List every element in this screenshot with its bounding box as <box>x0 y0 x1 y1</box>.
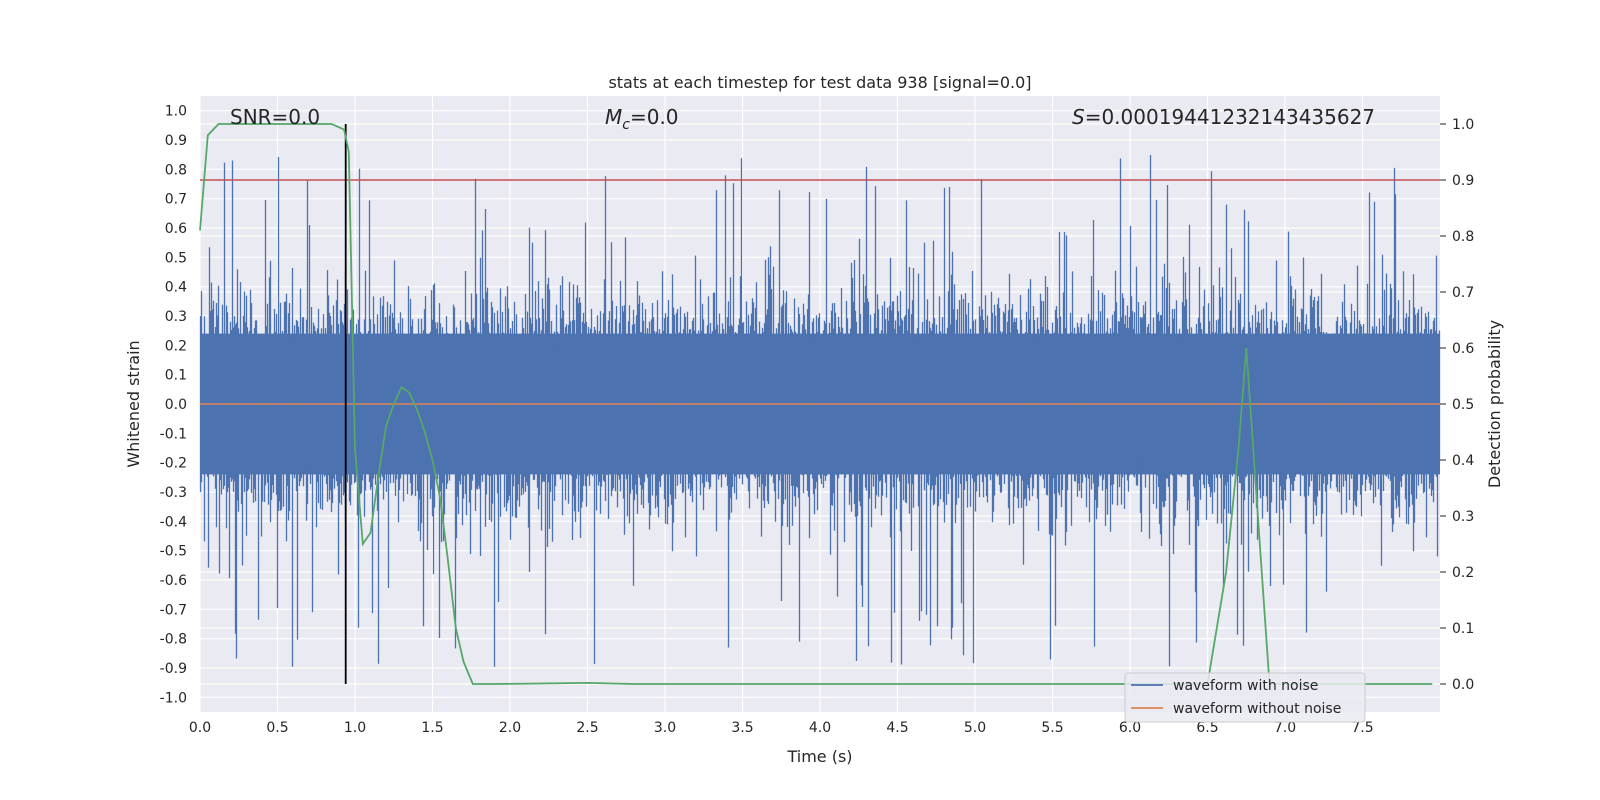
legend-label-noise: waveform with noise <box>1173 678 1318 694</box>
x-tick-label: 3.5 <box>731 720 753 736</box>
s-symbol: S <box>1072 105 1085 129</box>
x-tick-label: 4.5 <box>886 720 908 736</box>
y-right-tick-label: 0.1 <box>1452 621 1474 637</box>
snr-annotation: SNR=0.0 <box>230 105 320 129</box>
y-right-tick-label: 0.6 <box>1452 341 1474 357</box>
detection-probability-line <box>199 123 1433 685</box>
y-tick-label: 0.1 <box>165 368 187 384</box>
x-tick-label: 4.0 <box>809 720 831 736</box>
y-tick-label: 0.0 <box>165 397 187 413</box>
x-tick-label: 0.5 <box>266 720 288 736</box>
x-tick-label: 2.5 <box>576 720 598 736</box>
y-tick-label: -1.0 <box>160 690 187 706</box>
y-tick-label: -0.1 <box>160 426 187 442</box>
y-right-tick-label: 0.3 <box>1452 509 1474 525</box>
y-right-tick-label: 0.8 <box>1452 229 1474 245</box>
x-tick-label: 5.0 <box>964 720 986 736</box>
legend-box <box>1124 672 1366 723</box>
y-tick-label: -0.3 <box>160 485 187 501</box>
x-tick-label: 3.0 <box>654 720 676 736</box>
x-tick-label: 7.0 <box>1274 720 1296 736</box>
x-tick-label: 2.0 <box>499 720 521 736</box>
y-right-tick-label: 0.2 <box>1452 565 1474 581</box>
y-tick-label: -0.4 <box>160 514 187 530</box>
chart-title: stats at each timestep for test data 938… <box>608 73 1031 92</box>
x-tick-label: 0.0 <box>189 720 211 736</box>
mc-symbol: M <box>605 105 622 129</box>
x-tick-label: 1.5 <box>421 720 443 736</box>
legend-label-clean: waveform without noise <box>1173 701 1341 717</box>
y-right-tick-label: 0.7 <box>1452 285 1474 301</box>
x-axis-label: Time (s) <box>786 747 852 766</box>
y-tick-label: 0.6 <box>165 221 187 237</box>
y-right-tick-label: 0.9 <box>1452 173 1474 189</box>
y-tick-label: 0.9 <box>165 133 187 149</box>
s-annotation: S=0.00019441232143435627 <box>1072 105 1375 129</box>
y-tick-label: 1.0 <box>165 104 187 120</box>
y-tick-label: -0.8 <box>160 632 187 648</box>
x-tick-label: 6.5 <box>1196 720 1218 736</box>
y-tick-label: 0.2 <box>165 338 187 354</box>
y-right-tick-label: 1.0 <box>1452 117 1474 133</box>
s-value: =0.00019441232143435627 <box>1085 105 1375 129</box>
y-right-tick-label: 0.0 <box>1452 677 1474 693</box>
mc-value: =0.0 <box>630 105 679 129</box>
chirp-mass-annotation: Mc=0.0 <box>605 105 679 133</box>
y-right-tick-label: 0.5 <box>1452 397 1474 413</box>
y-tick-label: -0.6 <box>160 573 187 589</box>
x-tick-label: 5.5 <box>1041 720 1063 736</box>
overlay-lines <box>199 123 1440 685</box>
y-tick-label: -0.2 <box>160 456 187 472</box>
mc-subscript: c <box>622 117 630 133</box>
axes-ticks: 0.0 0.5 1.0 1.5 2.0 2.5 3.0 3.5 4.0 4.5 5.0 5.5 6.0 6… <box>160 104 1475 736</box>
x-tick-label: 6.0 <box>1119 720 1141 736</box>
y-tick-label: 0.4 <box>165 280 187 296</box>
y-tick-label: 0.8 <box>165 162 187 178</box>
y-axis-right-label: Detection probability <box>1485 320 1504 488</box>
y-tick-label: -0.7 <box>160 602 187 618</box>
legend: waveform with noise waveform without noi… <box>1124 672 1366 723</box>
y-axis-label: Whitened strain <box>124 340 143 467</box>
y-tick-label: -0.9 <box>160 661 187 677</box>
y-tick-label: 0.3 <box>165 309 187 325</box>
x-tick-label: 1.0 <box>344 720 366 736</box>
y-tick-label: 0.5 <box>165 250 187 266</box>
y-tick-label: 0.7 <box>165 192 187 208</box>
y-right-tick-label: 0.4 <box>1452 453 1474 469</box>
x-tick-label: 7.5 <box>1351 720 1373 736</box>
y-tick-label: -0.5 <box>160 544 187 560</box>
